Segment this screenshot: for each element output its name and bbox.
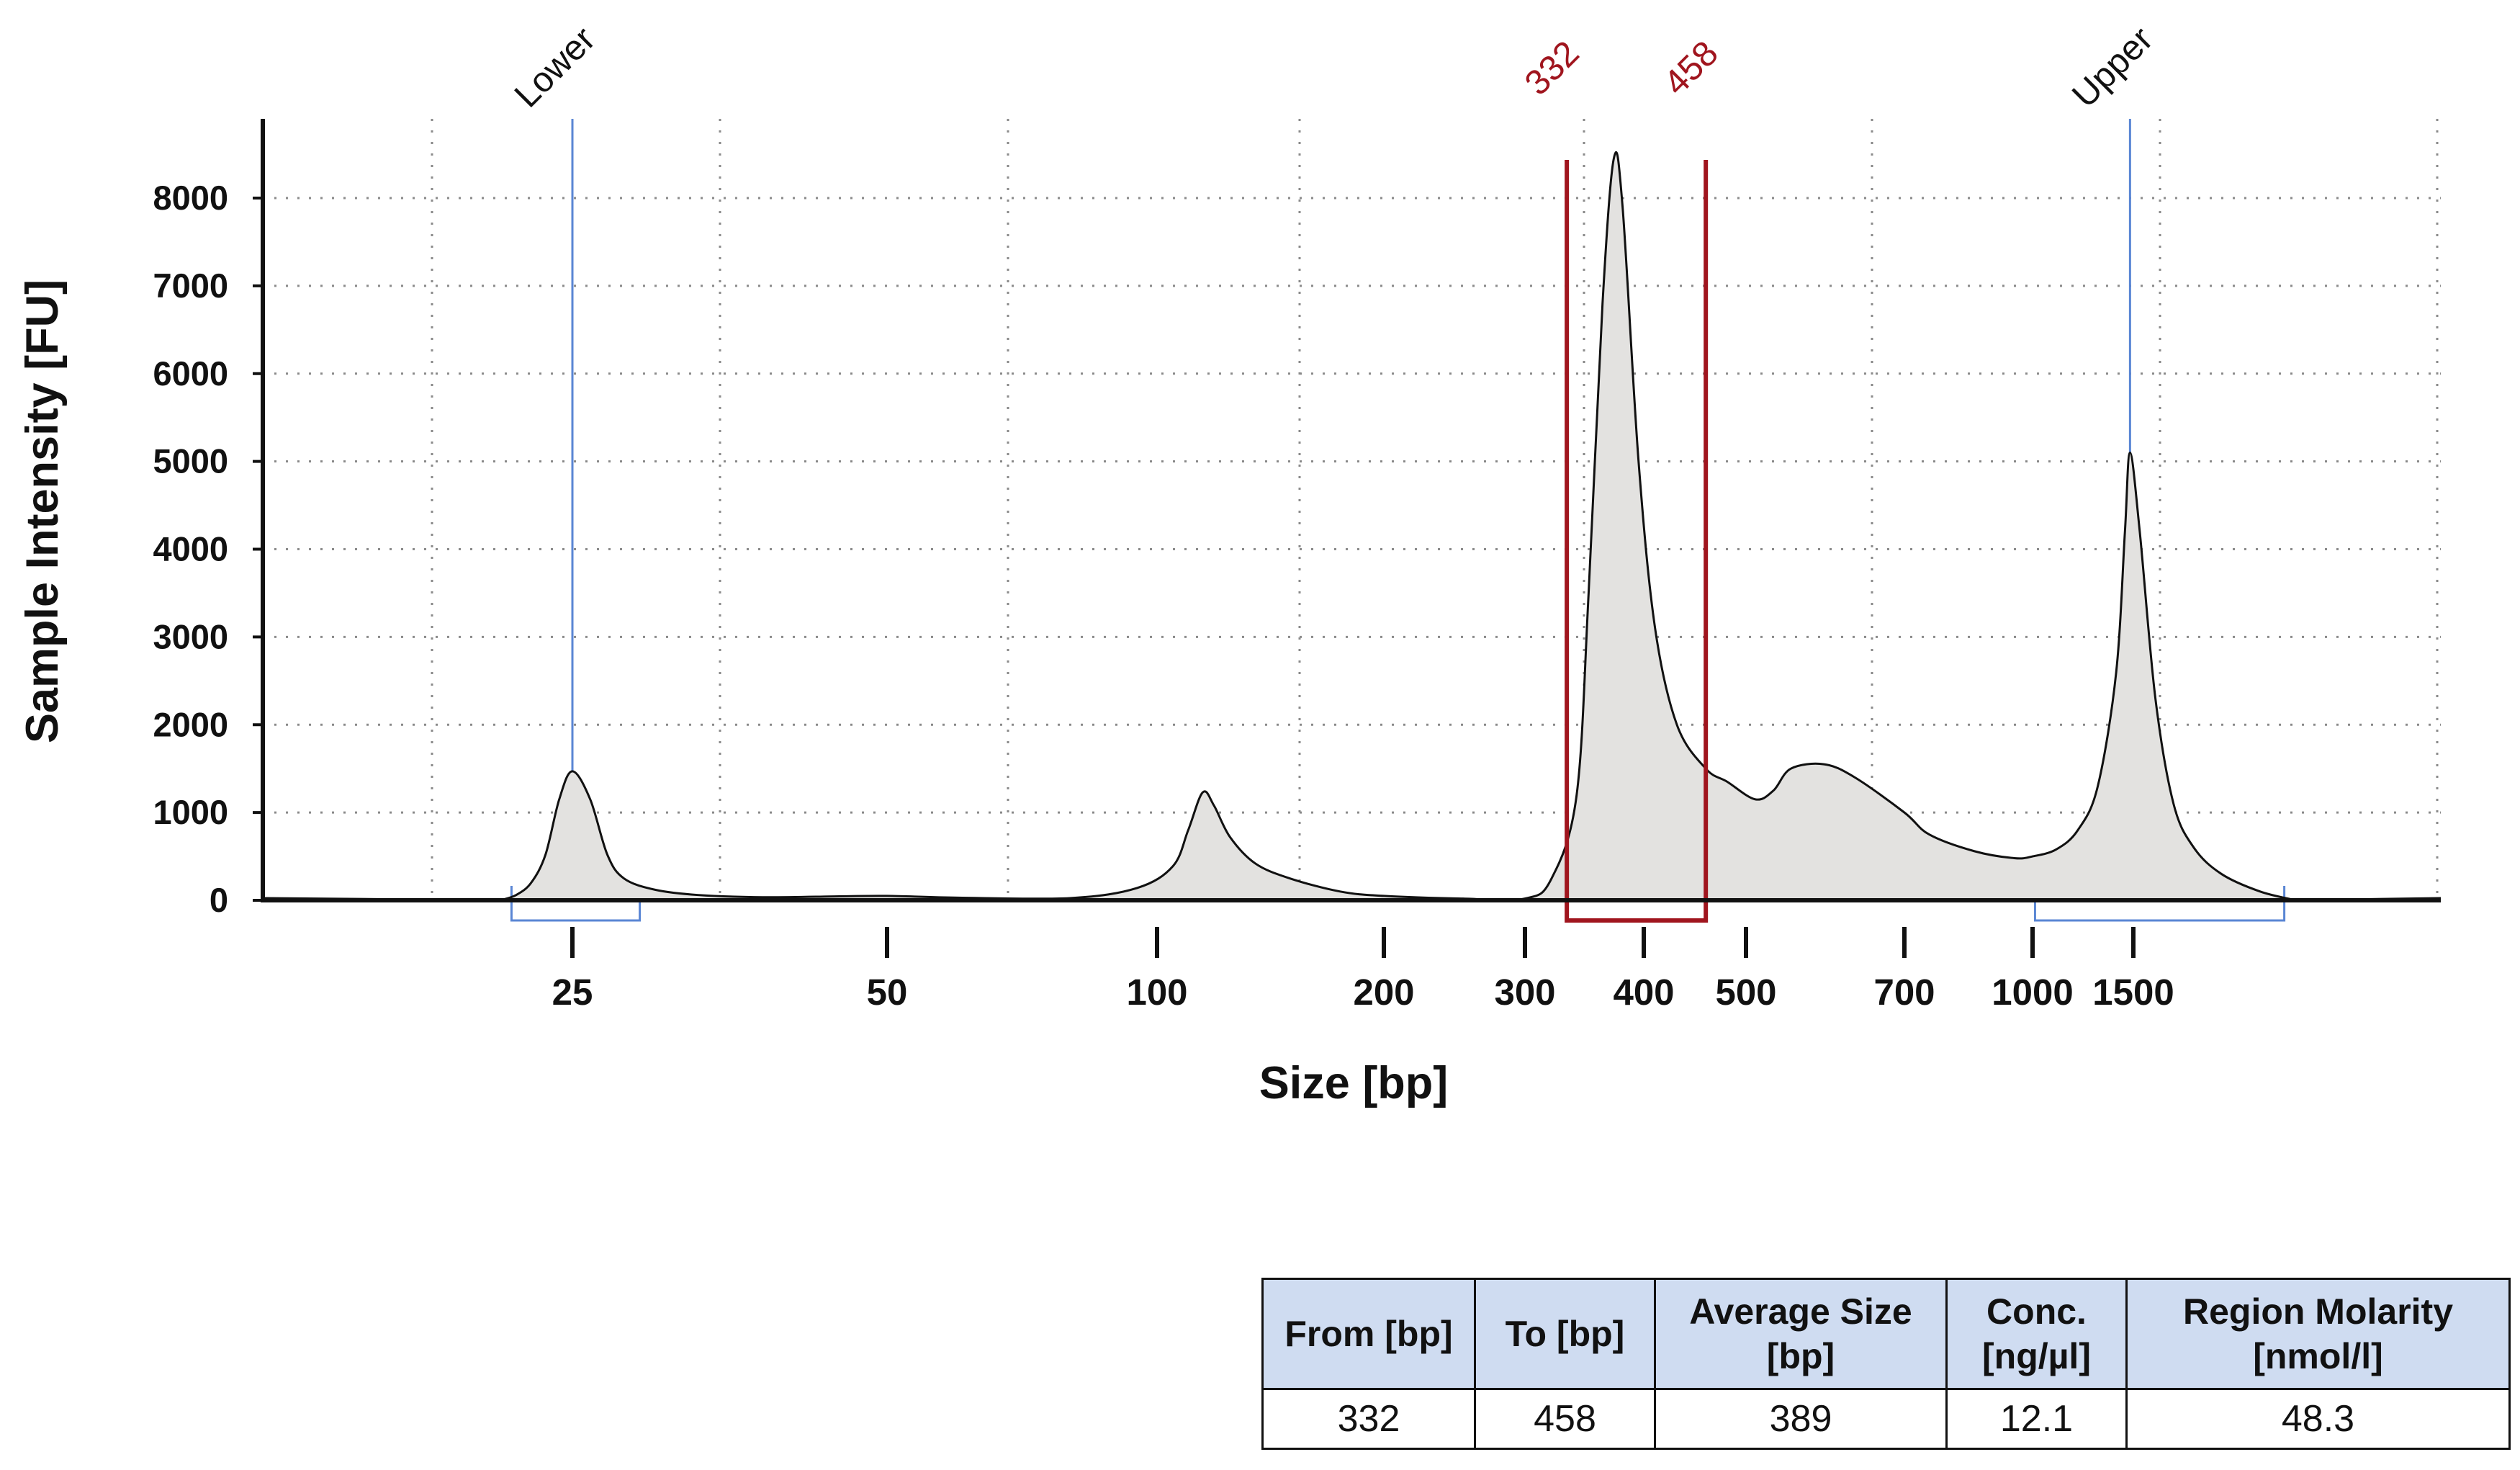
region-box — [1565, 160, 1709, 923]
y-axis-title: Sample Intensity [FU] — [17, 279, 68, 743]
cell-from: 332 — [1261, 1388, 1476, 1450]
x-tick-label: 500 — [1715, 972, 1776, 1013]
header-conc: Conc. [ng/µl] — [1945, 1278, 2128, 1390]
tick-labels: 0 1000 2000 3000 4000 5000 6000 7000 8000 25 50 100… — [153, 179, 2174, 1013]
y-tick-label: 2000 — [153, 705, 228, 743]
cell-conc: 12.1 — [1945, 1388, 2128, 1450]
x-tick-label: 300 — [1494, 972, 1555, 1013]
y-tick-label: 6000 — [153, 354, 228, 393]
lower-marker-range — [510, 886, 642, 922]
x-axis-title: Size [bp] — [1259, 1058, 1449, 1108]
region-to-label: 458 — [1657, 34, 1726, 103]
y-tick-label: 5000 — [153, 442, 228, 480]
header-from: From [bp] — [1261, 1278, 1476, 1390]
y-tick-label: 4000 — [153, 530, 228, 568]
cell-average-size: 389 — [1654, 1388, 1948, 1450]
header-region-molarity: Region Molarity [nmol/l] — [2125, 1278, 2511, 1390]
trace-area — [500, 152, 2296, 901]
x-tick-label: 25 — [552, 972, 593, 1013]
x-tick-label: 50 — [867, 972, 908, 1013]
y-tick-label: 1000 — [153, 793, 228, 831]
trace-line — [262, 151, 2442, 902]
y-tick-label: 8000 — [153, 179, 228, 217]
header-to: To [bp] — [1474, 1278, 1656, 1390]
upper-marker-label: Upper — [2065, 19, 2161, 115]
x-tick-label: 1500 — [2092, 972, 2174, 1013]
x-tick-label: 400 — [1613, 972, 1674, 1013]
x-tick-label: 700 — [1873, 972, 1935, 1013]
axes — [261, 119, 2441, 902]
x-tick-label: 1000 — [1992, 972, 2073, 1013]
y-tick-label: 0 — [210, 881, 228, 919]
electropherogram-chart: Lower Upper 332 458 0 1000 2000 3000 4000 5000 6… — [17, 19, 2442, 1108]
region-from-label: 332 — [1518, 34, 1587, 103]
y-tick-label: 7000 — [153, 266, 228, 305]
table-header-row: From [bp] To [bp] Average Size [bp] Conc.… — [1261, 1278, 2511, 1390]
ladder-markers: Lower Upper — [508, 19, 2286, 922]
x-tick-label: 200 — [1353, 972, 1414, 1013]
region-results-table: From [bp] To [bp] Average Size [bp] Conc.… — [1261, 1278, 2511, 1450]
upper-marker-range — [2033, 886, 2286, 922]
y-tick-label: 3000 — [153, 617, 228, 655]
table-row: 332 458 389 12.1 48.3 — [1261, 1388, 2511, 1450]
header-average-size: Average Size [bp] — [1654, 1278, 1948, 1390]
x-tick-label: 100 — [1126, 972, 1187, 1013]
cell-to: 458 — [1474, 1388, 1656, 1450]
lower-marker-label: Lower — [508, 19, 603, 115]
cell-region-molarity: 48.3 — [2125, 1388, 2511, 1450]
